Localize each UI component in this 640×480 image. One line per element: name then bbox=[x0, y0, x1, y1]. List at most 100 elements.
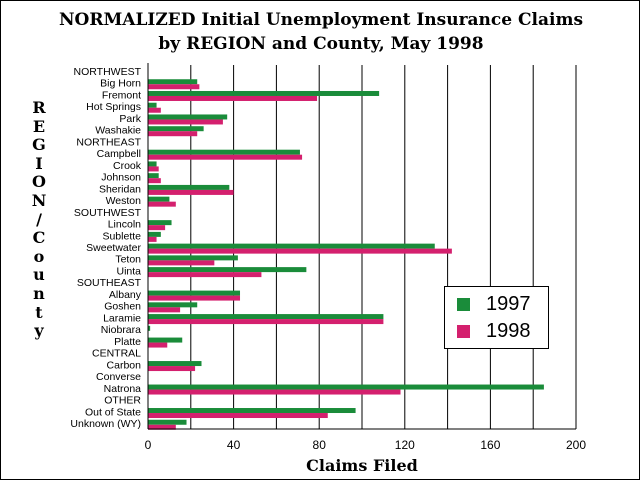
x-axis-label: Claims Filed bbox=[306, 456, 418, 475]
category-label: NORTHWEST bbox=[74, 66, 142, 78]
y-axis-label-char: R bbox=[32, 98, 46, 117]
category-label: Big Horn bbox=[100, 78, 141, 90]
y-axis-label-char: / bbox=[36, 209, 42, 229]
y-axis-label-char: y bbox=[34, 321, 44, 341]
bar-1998 bbox=[148, 236, 157, 242]
bar-1998 bbox=[148, 107, 161, 113]
category-label: Uinta bbox=[116, 265, 141, 277]
legend-item-1998: 1998 bbox=[457, 320, 531, 342]
bar-1998 bbox=[148, 424, 176, 430]
category-label: Sheridan bbox=[99, 183, 141, 195]
category-label: Natrona bbox=[104, 383, 142, 395]
category-label: Sweetwater bbox=[86, 242, 141, 254]
x-tick-label: 80 bbox=[313, 438, 327, 452]
x-tick-label: 160 bbox=[480, 438, 500, 452]
y-axis-label-char: E bbox=[32, 116, 46, 136]
y-axis-label-char: I bbox=[35, 153, 43, 173]
category-label: Laramie bbox=[103, 312, 141, 324]
legend-swatch-1997 bbox=[457, 297, 470, 311]
category-label: Park bbox=[119, 113, 141, 125]
legend: 1997 1998 bbox=[444, 286, 549, 349]
bar-1997 bbox=[148, 184, 230, 190]
category-label: NORTHEAST bbox=[76, 136, 141, 148]
y-axis-label-char: o bbox=[33, 246, 45, 266]
category-label: Hot Springs bbox=[86, 101, 141, 113]
bar-1997 bbox=[148, 90, 380, 96]
category-label: Out of State bbox=[85, 406, 141, 418]
y-axis-label-char: O bbox=[32, 172, 46, 192]
y-axis-label-char: C bbox=[32, 228, 46, 248]
x-tick-label: 120 bbox=[395, 438, 415, 452]
bar-1998 bbox=[148, 413, 328, 419]
bar-1998 bbox=[148, 272, 262, 278]
bar-1997 bbox=[148, 114, 228, 120]
category-label: OTHER bbox=[104, 395, 141, 407]
y-axis-label-char: N bbox=[31, 190, 47, 210]
y-axis-label-char: u bbox=[33, 265, 45, 285]
bar-1997 bbox=[148, 161, 157, 167]
y-axis-label-char: t bbox=[35, 302, 43, 322]
bar-1997 bbox=[148, 196, 170, 202]
bar-1998 bbox=[148, 95, 318, 101]
x-tick-label: 40 bbox=[227, 438, 241, 452]
category-label: SOUTHWEST bbox=[74, 207, 142, 219]
x-tick-label: 0 bbox=[145, 438, 152, 452]
category-label: Goshen bbox=[104, 301, 141, 313]
category-label: Unknown (WY) bbox=[70, 418, 141, 430]
bar-1998 bbox=[148, 225, 166, 231]
bar-1997 bbox=[148, 126, 204, 132]
category-label: Washakie bbox=[95, 125, 141, 137]
category-label: Lincoln bbox=[108, 219, 141, 231]
bar-1997 bbox=[148, 408, 356, 414]
category-label: Weston bbox=[106, 195, 142, 207]
y-axis-label-char: G bbox=[32, 135, 46, 155]
bar-1998 bbox=[148, 307, 181, 313]
category-label: Crook bbox=[113, 160, 142, 172]
bar-1998 bbox=[148, 84, 200, 90]
category-label: Carbon bbox=[107, 359, 142, 371]
y-axis-label-char: n bbox=[33, 283, 45, 303]
bar-1997 bbox=[148, 302, 198, 308]
bar-1997 bbox=[148, 384, 544, 390]
bar-1998 bbox=[148, 248, 452, 254]
bar-1998 bbox=[148, 260, 215, 266]
bar-1997 bbox=[148, 325, 151, 331]
bar-1997 bbox=[148, 243, 435, 249]
bar-1997 bbox=[148, 255, 238, 261]
bar-1998 bbox=[148, 178, 161, 184]
category-label: Converse bbox=[96, 371, 141, 383]
category-label: Sublette bbox=[102, 230, 141, 242]
bar-1998 bbox=[148, 154, 303, 160]
bar-1997 bbox=[148, 149, 300, 155]
bar-1998 bbox=[148, 342, 168, 348]
legend-label-1997: 1997 bbox=[486, 292, 531, 315]
legend-swatch-1998 bbox=[457, 324, 470, 338]
bar-1997 bbox=[148, 231, 161, 237]
x-tick-label: 200 bbox=[566, 438, 586, 452]
bar-1998 bbox=[148, 189, 234, 195]
category-label: Albany bbox=[109, 289, 142, 301]
bar-1998 bbox=[148, 366, 196, 372]
bar-1997 bbox=[148, 79, 198, 85]
category-label: Campbell bbox=[97, 148, 141, 160]
bar-1997 bbox=[148, 267, 307, 273]
bar-1997 bbox=[148, 361, 202, 367]
bar-1997 bbox=[148, 419, 187, 425]
legend-item-1997: 1997 bbox=[457, 293, 531, 315]
bar-1997 bbox=[148, 337, 183, 343]
category-label: SOUTHEAST bbox=[77, 277, 142, 289]
bar-1998 bbox=[148, 389, 401, 395]
bar-1997 bbox=[148, 173, 159, 179]
category-label: Platte bbox=[114, 336, 141, 348]
bar-1997 bbox=[148, 220, 172, 226]
category-label: Niobrara bbox=[101, 324, 141, 336]
bar-1997 bbox=[148, 102, 157, 108]
category-label: Johnson bbox=[101, 172, 141, 184]
chart-title-line1: NORMALIZED Initial Unemployment Insuranc… bbox=[58, 10, 584, 30]
bar-1998 bbox=[148, 201, 176, 207]
bar-1997 bbox=[148, 290, 241, 296]
bar-1998 bbox=[148, 119, 223, 125]
